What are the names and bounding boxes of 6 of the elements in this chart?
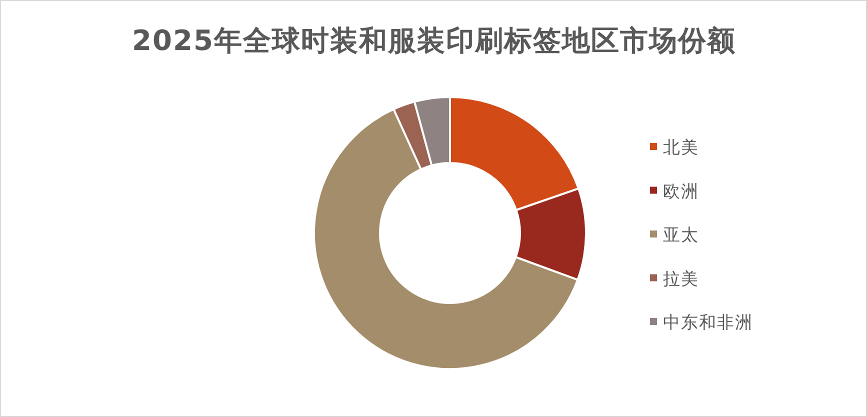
legend-label: 拉美 xyxy=(663,269,699,290)
legend-label: 北美 xyxy=(663,138,699,158)
chart-title: 2025年全球时装和服装印刷标签地区市场份额 xyxy=(132,24,736,57)
legend-label: 中东和非洲 xyxy=(663,313,753,333)
legend-label: 欧洲 xyxy=(663,182,699,202)
legend-label: 亚太 xyxy=(663,226,699,246)
